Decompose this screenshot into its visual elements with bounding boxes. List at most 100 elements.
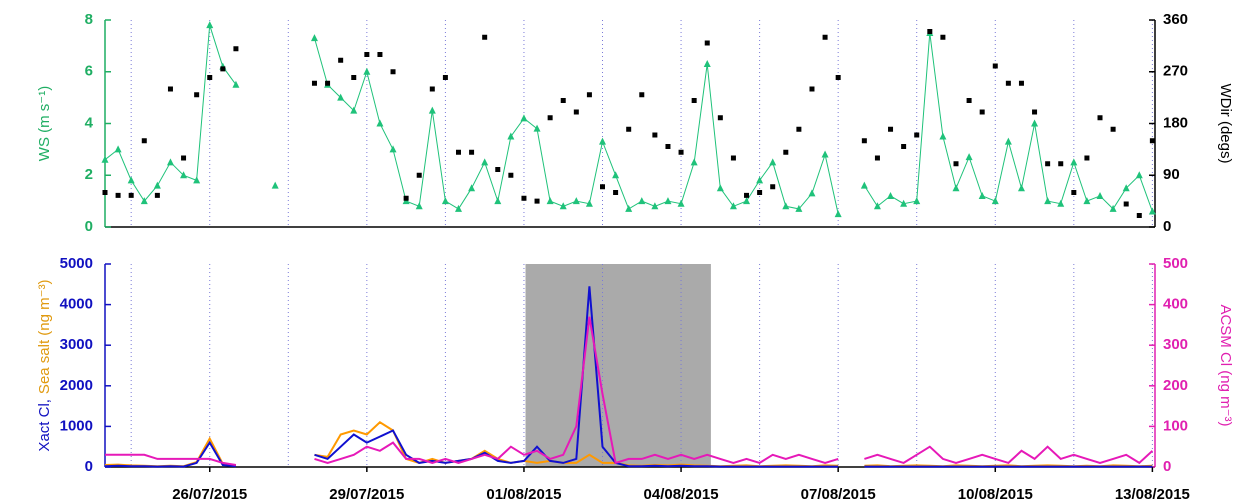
square-marker bbox=[639, 92, 645, 98]
square-marker bbox=[691, 98, 697, 103]
square-marker bbox=[416, 172, 422, 178]
triangle-marker bbox=[389, 145, 397, 153]
triangle-marker bbox=[625, 204, 633, 212]
square-marker bbox=[351, 75, 357, 80]
triangle-marker bbox=[507, 132, 515, 140]
triangle-marker bbox=[1017, 184, 1025, 192]
x-tick-label: 29/07/2015 bbox=[329, 486, 404, 503]
triangle-marker bbox=[821, 150, 829, 158]
triangle-marker bbox=[1135, 171, 1143, 179]
y-tick-label: 2000 bbox=[60, 377, 93, 394]
square-marker bbox=[888, 126, 894, 132]
square-marker bbox=[325, 80, 331, 86]
y2-tick-label: 180 bbox=[1163, 114, 1188, 131]
y-tick-label: 4 bbox=[85, 114, 94, 131]
square-marker bbox=[455, 149, 461, 155]
square-marker bbox=[1005, 80, 1011, 86]
triangle-marker bbox=[729, 202, 737, 210]
square-marker bbox=[311, 80, 317, 86]
triangle-marker bbox=[952, 184, 960, 192]
square-marker bbox=[730, 155, 736, 161]
square-marker bbox=[154, 192, 160, 198]
square-marker bbox=[586, 92, 592, 98]
x-tick-label: 04/08/2015 bbox=[644, 486, 719, 503]
triangle-marker bbox=[769, 158, 777, 166]
square-marker bbox=[652, 132, 658, 138]
triangle-marker bbox=[599, 137, 607, 145]
square-marker bbox=[665, 144, 671, 149]
square-marker bbox=[377, 52, 383, 57]
square-marker bbox=[744, 192, 750, 198]
triangle-marker bbox=[612, 171, 620, 179]
square-marker bbox=[600, 184, 606, 190]
y-tick-label: 5000 bbox=[60, 255, 93, 272]
triangle-marker bbox=[1044, 197, 1052, 205]
series-line bbox=[104, 286, 1153, 468]
square-marker bbox=[783, 149, 789, 155]
triangle-marker bbox=[1083, 197, 1091, 205]
triangle-marker bbox=[1148, 207, 1156, 215]
square-marker bbox=[1018, 80, 1024, 86]
triangle-marker bbox=[363, 67, 371, 75]
triangle-marker bbox=[533, 124, 541, 132]
y2-axis-label: ACSM Cl (ng m⁻³) bbox=[1217, 304, 1234, 426]
triangle-marker bbox=[690, 158, 698, 166]
triangle-marker bbox=[900, 199, 908, 207]
triangle-marker bbox=[991, 197, 999, 205]
y-tick-label: 0 bbox=[85, 458, 93, 475]
square-marker bbox=[115, 192, 121, 198]
triangle-marker bbox=[1070, 158, 1078, 166]
triangle-marker bbox=[651, 202, 659, 210]
square-marker bbox=[521, 195, 527, 201]
series-line bbox=[104, 25, 1153, 215]
y-axis-label: Xact Cl, Sea salt (ng m⁻³) bbox=[36, 279, 53, 451]
triangle-marker bbox=[965, 153, 973, 161]
square-marker bbox=[1058, 161, 1064, 167]
triangle-marker bbox=[520, 114, 528, 122]
x-tick-label: 26/07/2015 bbox=[172, 486, 247, 503]
x-tick-label: 10/08/2015 bbox=[958, 486, 1033, 503]
square-marker bbox=[102, 190, 108, 195]
square-marker bbox=[757, 190, 763, 195]
y2-axis-label: WDir (degs) bbox=[1217, 83, 1234, 163]
triangle-marker bbox=[153, 181, 161, 189]
y-tick-label: 8 bbox=[85, 11, 93, 28]
triangle-marker bbox=[1109, 204, 1117, 212]
y-axis-label-part: Sea salt (ng m⁻³) bbox=[36, 279, 53, 394]
square-marker bbox=[770, 184, 776, 190]
y2-tick-label: 100 bbox=[1163, 417, 1188, 434]
triangle-marker bbox=[140, 197, 148, 205]
triangle-marker bbox=[873, 202, 881, 210]
triangle-marker bbox=[310, 34, 318, 42]
square-marker bbox=[207, 75, 213, 80]
y-axis-label: WS (m s⁻¹) bbox=[36, 86, 53, 161]
y2-tick-label: 0 bbox=[1163, 218, 1171, 235]
square-marker bbox=[1136, 213, 1142, 218]
y2-tick-label: 360 bbox=[1163, 11, 1188, 28]
y2-tick-label: 90 bbox=[1163, 166, 1180, 183]
y2-tick-label: 400 bbox=[1163, 296, 1188, 313]
triangle-marker bbox=[454, 204, 462, 212]
triangle-marker bbox=[913, 197, 921, 205]
triangle-marker bbox=[232, 80, 240, 88]
triangle-marker bbox=[376, 119, 384, 127]
triangle-marker bbox=[1096, 191, 1104, 199]
y-tick-label: 4000 bbox=[60, 296, 93, 313]
square-marker bbox=[1110, 126, 1116, 132]
triangle-marker bbox=[664, 197, 672, 205]
square-marker bbox=[167, 86, 173, 92]
square-marker bbox=[822, 34, 828, 40]
triangle-marker bbox=[206, 21, 214, 29]
triangle-marker bbox=[166, 158, 174, 166]
square-marker bbox=[573, 109, 579, 115]
y2-tick-label: 200 bbox=[1163, 377, 1188, 394]
triangle-marker bbox=[180, 171, 188, 179]
triangle-marker bbox=[114, 145, 122, 153]
triangle-marker bbox=[572, 197, 580, 205]
square-marker bbox=[704, 40, 710, 46]
square-marker bbox=[940, 34, 946, 40]
square-marker bbox=[194, 92, 200, 98]
square-marker bbox=[717, 115, 723, 121]
y-tick-label: 0 bbox=[85, 218, 93, 235]
triangle-marker bbox=[1057, 199, 1065, 207]
